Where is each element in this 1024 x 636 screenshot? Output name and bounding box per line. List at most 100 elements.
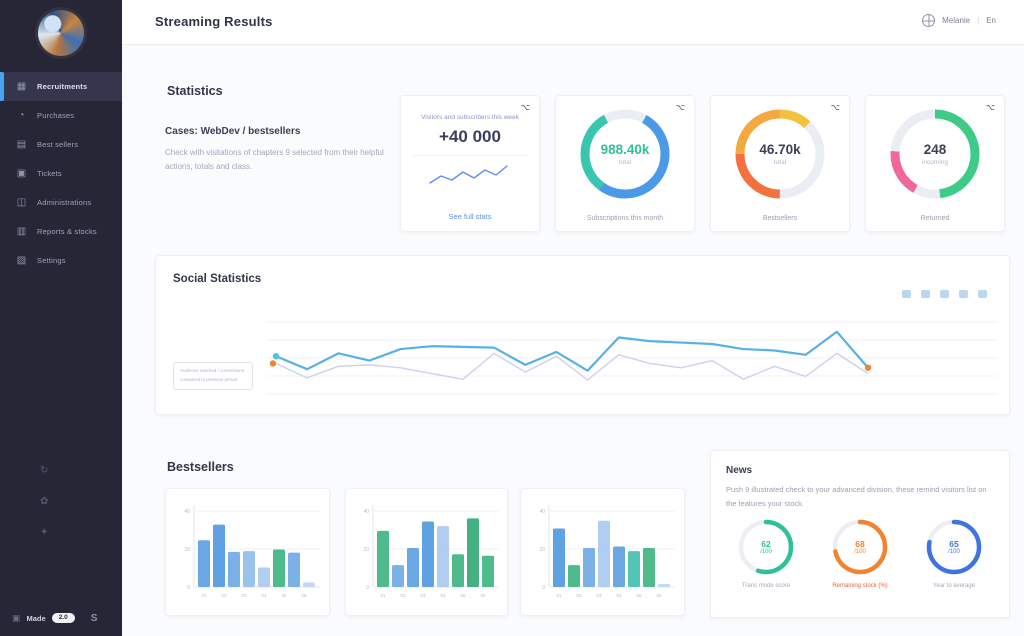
bar-chart-1: 40 20 0 01 02 03 04 05 06	[184, 505, 320, 598]
sidebar-item-recruitments[interactable]: ▦ Recruitments	[0, 72, 122, 101]
svg-text:04: 04	[616, 593, 622, 598]
sidebar: ▦ Recruitments ◔ Purchases ▤ Best sellers ▣ Tic…	[0, 0, 122, 636]
sidebar-item-label: Settings	[37, 256, 66, 265]
bestsellers-caption: Bestsellers	[762, 215, 798, 222]
gauge-1-value: 62	[761, 539, 771, 549]
gauge-1-sublabel: /100	[760, 549, 772, 555]
gauge-3-caption: Year to average	[932, 583, 976, 589]
subscriptions-caption: Subscriptions this month	[586, 215, 664, 222]
svg-text:40: 40	[539, 509, 545, 515]
divider-line	[413, 155, 527, 156]
username-label[interactable]: Melanie	[942, 16, 971, 25]
svg-text:01: 01	[380, 593, 386, 598]
sidebar-item-tickets[interactable]: ▣ Tickets	[0, 159, 122, 188]
chart-period-button-3[interactable]	[940, 290, 949, 298]
page-title: Streaming Results	[155, 14, 273, 29]
returned-value: 248	[923, 142, 947, 157]
clock-icon: ◔	[18, 110, 25, 121]
svg-text:20: 20	[363, 547, 369, 553]
subscriptions-value: 988.40k	[600, 142, 650, 157]
social-statistics-card: Social Statistics Audience reached / con…	[155, 255, 1010, 415]
svg-text:02: 02	[221, 593, 227, 598]
version-badge: 2.0	[51, 612, 75, 624]
social-trend-chart	[268, 321, 996, 395]
chart-period-buttons	[902, 290, 987, 298]
visitors-card: ⌥ Visitors and subscribers this week +40…	[400, 95, 540, 232]
bar-chart-card-1: 40 20 0 01 02 03 04 05 06	[165, 488, 330, 616]
chart-period-button-2[interactable]	[921, 290, 930, 298]
stats-intro-subtitle: Cases: WebDev / bestsellers	[165, 126, 301, 137]
bar-chart-3: 40 20 0 01 02 03 04 05 06	[539, 505, 675, 598]
app-logo	[38, 10, 84, 56]
subscriptions-donut-chart	[580, 109, 670, 199]
sidebar-footer: ▣ Made 2.0 S	[0, 608, 122, 628]
globe-icon[interactable]	[922, 14, 936, 27]
main-area: Streaming Results Melanie | En Statistic…	[122, 0, 1024, 636]
chart-period-button-1[interactable]	[902, 290, 911, 298]
svg-text:01: 01	[556, 593, 562, 598]
chart-period-button-4[interactable]	[959, 290, 968, 298]
sidebar-item-label: Purchases	[37, 111, 75, 120]
topbar-right: Melanie | En	[922, 14, 996, 27]
sidebar-item-label: Reports & stocks	[37, 227, 97, 236]
stats-intro: Cases: WebDev / bestsellers Check with v…	[165, 126, 395, 175]
sidebar-item-settings[interactable]: ▧ Settings	[0, 246, 122, 275]
gauge-3-sublabel: /100	[948, 549, 960, 555]
divider: |	[977, 16, 980, 25]
news-body: Push 9 illustrated check to your advance…	[726, 485, 987, 509]
star-icon[interactable]: ✦	[40, 527, 49, 538]
gauge-chart-3	[926, 519, 982, 575]
gauge-3-value: 65	[949, 539, 959, 549]
see-full-stats-link[interactable]: See full stats	[448, 212, 492, 221]
svg-text:06: 06	[480, 593, 486, 598]
apps-icon[interactable]: ✿	[40, 496, 49, 507]
bestsellers-card: ⌥ 46.70k total Bestsellers	[710, 95, 850, 232]
report-icon: ▥	[16, 226, 27, 237]
chart-period-button-5[interactable]	[978, 290, 987, 298]
svg-text:05: 05	[281, 593, 287, 598]
grid-icon: ▦	[16, 81, 27, 92]
svg-text:03: 03	[420, 593, 426, 598]
social-statistics-heading: Social Statistics	[173, 273, 262, 285]
svg-text:05: 05	[636, 593, 642, 598]
svg-text:05: 05	[460, 593, 466, 598]
subscriptions-sublabel: total	[618, 159, 632, 166]
language-selector[interactable]: En	[986, 16, 996, 25]
s-icon[interactable]: S	[90, 612, 98, 624]
sidebar-item-label: Administrations	[37, 198, 92, 207]
crown-icon: ⌥	[520, 103, 530, 112]
sidebar-nav: ▦ Recruitments ◔ Purchases ▤ Best sellers ▣ Tic…	[0, 72, 122, 275]
sidebar-item-reports-stocks[interactable]: ▥ Reports & stocks	[0, 217, 122, 246]
refresh-icon[interactable]: ↻	[40, 465, 49, 476]
svg-text:04: 04	[440, 593, 446, 598]
columns-icon: ◫	[16, 197, 27, 208]
settings-icon: ▧	[16, 255, 27, 266]
svg-text:02: 02	[400, 593, 406, 598]
list-icon: ▤	[16, 139, 27, 150]
svg-text:04: 04	[261, 593, 267, 598]
returned-donut-chart	[890, 109, 980, 199]
gauge-1-caption: Trans mode score	[741, 583, 791, 589]
sidebar-item-best-sellers[interactable]: ▤ Best sellers	[0, 130, 122, 159]
svg-text:0: 0	[187, 585, 190, 591]
card-icon: ▣	[16, 168, 27, 179]
bar-chart-card-2: 40 20 0 01 02 03 04 05 06	[345, 488, 508, 616]
gauge-item: 65 /100 Year to average	[912, 517, 996, 589]
sidebar-item-label: Best sellers	[37, 140, 79, 149]
gauge-chart-1	[738, 519, 794, 575]
news-heading: News	[726, 465, 753, 476]
sidebar-item-purchases[interactable]: ◔ Purchases	[0, 101, 122, 130]
crown-icon: ⌥	[985, 103, 995, 112]
gauge-2-value: 68	[855, 539, 865, 549]
subscriptions-card: ⌥ 988.40k total Subscriptions this month	[555, 95, 695, 232]
camera-icon[interactable]: ▣	[12, 612, 21, 623]
returned-sublabel: incoming	[921, 159, 948, 166]
sidebar-item-label: Recruitments	[37, 82, 88, 91]
returned-caption: Returned	[920, 215, 950, 222]
topbar: Streaming Results Melanie | En	[122, 0, 1024, 45]
svg-text:03: 03	[241, 593, 247, 598]
visitors-sparkline	[429, 165, 508, 184]
sidebar-item-administrations[interactable]: ◫ Administrations	[0, 188, 122, 217]
statistics-heading: Statistics	[167, 84, 223, 98]
